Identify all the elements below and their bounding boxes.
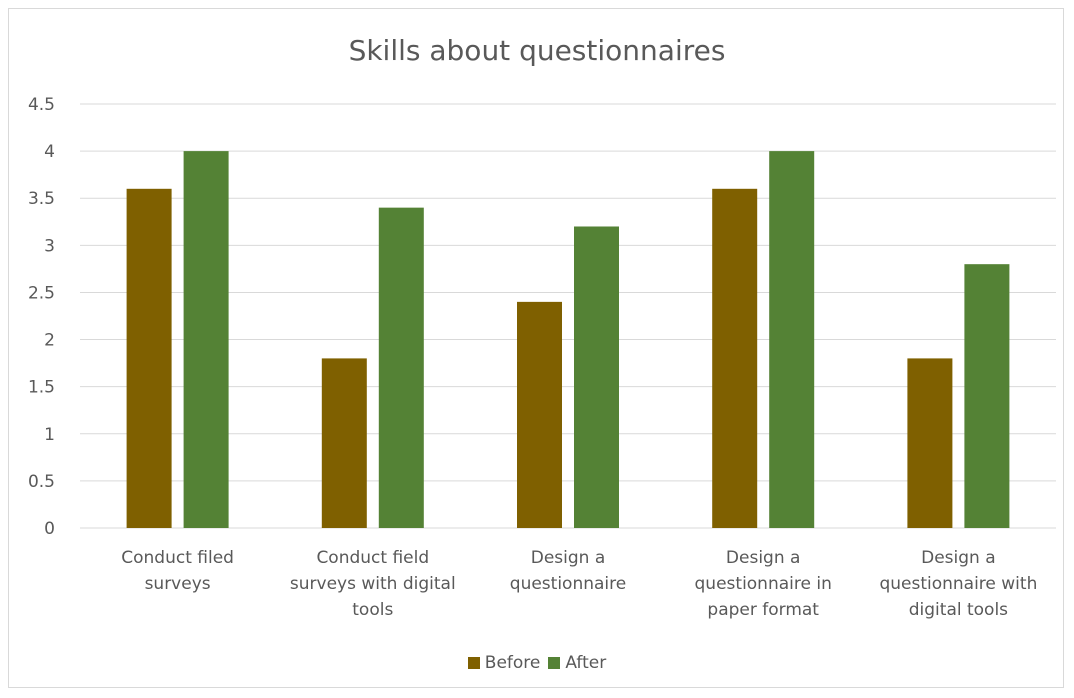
bar-before-4 <box>907 358 953 528</box>
bar-after-3 <box>769 151 815 528</box>
x-category-label: surveys <box>145 574 211 594</box>
x-category-label: Design a <box>531 548 606 568</box>
bar-after-1 <box>378 207 424 528</box>
x-category-label: tools <box>352 600 393 620</box>
legend-entry-before: Before <box>467 653 541 673</box>
y-tick-label: 3 <box>44 236 55 256</box>
x-category-label: Conduct filed <box>121 548 234 568</box>
x-category-label: digital tools <box>909 600 1008 620</box>
legend-label: After <box>565 653 607 673</box>
bar-after-0 <box>183 151 229 528</box>
legend-label: Before <box>484 653 541 673</box>
x-axis-category-labels: Conduct filed surveys Conduct field surveys… <box>121 548 1037 620</box>
bars <box>126 151 1010 529</box>
gridlines <box>80 103 1056 529</box>
y-tick-label: 4.5 <box>28 95 55 115</box>
x-category-label: questionnaire with <box>879 574 1037 594</box>
y-tick-label: 1.5 <box>28 378 55 398</box>
legend-swatch <box>548 657 561 669</box>
x-category-label: questionnaire in <box>695 574 832 594</box>
x-category-label: Design a <box>921 548 996 568</box>
legend-swatch <box>467 657 480 669</box>
y-tick-label: 4 <box>44 142 55 162</box>
x-category-label: paper format <box>707 600 819 620</box>
x-category-label: Design a <box>726 548 801 568</box>
x-category-label: Conduct field <box>316 548 429 568</box>
bar-before-2 <box>517 301 562 528</box>
y-tick-label: 2.5 <box>28 283 55 303</box>
y-axis-tick-labels: 0 0.5 1 1.5 2 2.5 3 3.5 4 4.5 <box>28 95 55 539</box>
bar-after-4 <box>964 264 1010 528</box>
bar-before-3 <box>712 188 758 529</box>
y-tick-label: 0 <box>44 519 55 539</box>
y-tick-label: 0.5 <box>28 472 55 492</box>
y-tick-label: 2 <box>44 331 55 351</box>
bar-before-1 <box>321 358 367 528</box>
legend: Before After <box>0 653 1074 674</box>
y-tick-label: 1 <box>44 425 55 445</box>
chart-title: Skills about questionnaires <box>348 34 726 67</box>
bar-before-0 <box>126 188 172 529</box>
x-category-label: questionnaire <box>510 574 626 594</box>
y-tick-label: 3.5 <box>28 189 55 209</box>
x-category-label: surveys with digital <box>290 574 456 594</box>
legend-entry-after: After <box>548 653 606 673</box>
bar-after-2 <box>574 226 619 528</box>
